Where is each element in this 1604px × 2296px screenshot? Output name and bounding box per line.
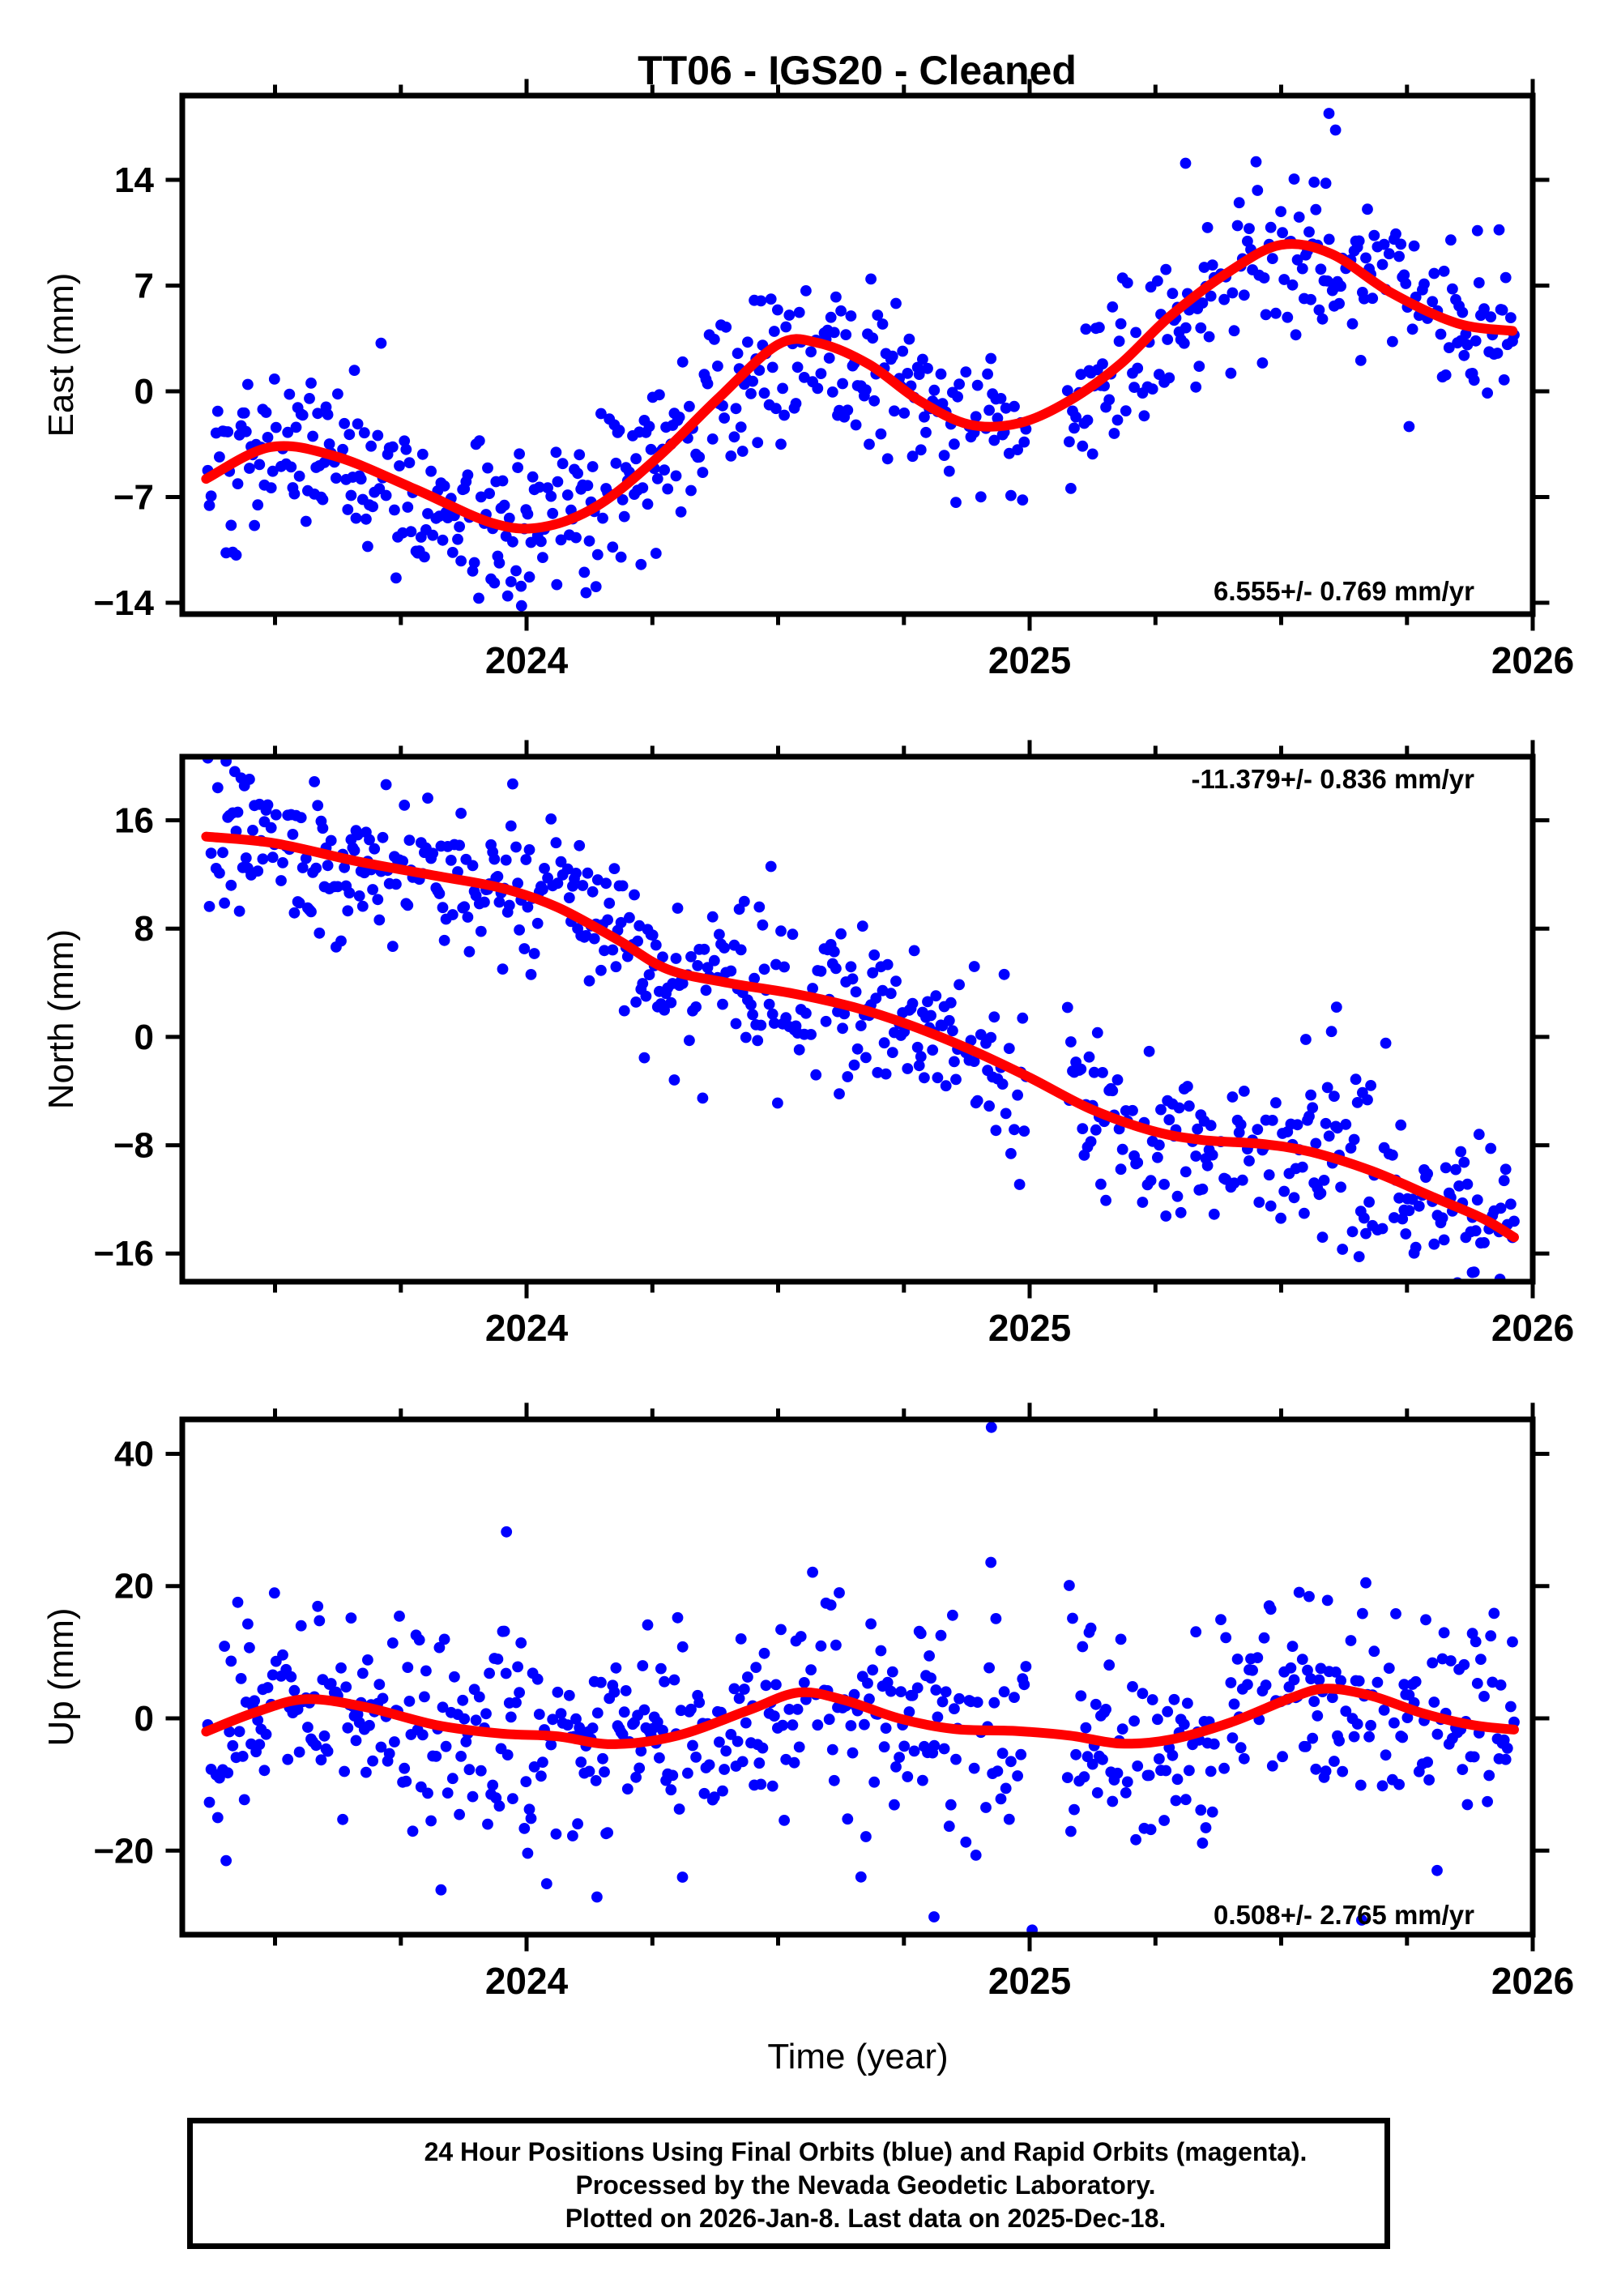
svg-text:14: 14 [114, 160, 154, 200]
north-velocity-annotation: -11.379+/- 0.836 mm/yr [1191, 764, 1475, 794]
north-x-tick-labels: 2024 2025 2026 [485, 1307, 1574, 1349]
page-title: TT06 - IGS20 - Cleaned [638, 48, 1077, 93]
svg-text:7: 7 [134, 267, 154, 306]
east-velocity-annotation: 6.555+/- 0.769 mm/yr [1214, 576, 1474, 606]
east-y-tick-labels: −14 −7 0 7 14 [93, 160, 154, 623]
svg-text:2024: 2024 [485, 1307, 569, 1349]
up-axis-ticks [165, 1402, 1550, 1952]
svg-text:−20: −20 [93, 1831, 154, 1871]
east-x-tick-labels: 2024 2025 2026 [485, 639, 1574, 681]
north-trend-line [201, 831, 1519, 1243]
up-y-tick-labels: −20 0 20 40 [93, 1435, 154, 1871]
up-scatter-points [202, 1421, 1520, 1935]
east-scatter-points [202, 108, 1520, 614]
footer-line-2: Processed by the Nevada Geodetic Laborat… [575, 2170, 1156, 2200]
svg-text:0: 0 [134, 372, 154, 412]
svg-text:2026: 2026 [1491, 639, 1574, 681]
east-trend-line [201, 239, 1518, 534]
svg-text:2025: 2025 [988, 1960, 1071, 2002]
footer-note-box: 24 Hour Positions Using Final Orbits (bl… [187, 2118, 1390, 2249]
x-axis-title: Time (year) [767, 2037, 949, 2076]
svg-text:8: 8 [134, 909, 154, 949]
east-plot-frame [179, 92, 1536, 617]
north-axis-title: North (mm) [41, 928, 81, 1110]
svg-text:−14: −14 [93, 583, 154, 623]
svg-text:20: 20 [114, 1567, 154, 1607]
svg-text:−7: −7 [113, 478, 154, 518]
svg-text:−8: −8 [113, 1126, 154, 1166]
east-axis-title: East (mm) [41, 272, 81, 437]
svg-text:2025: 2025 [988, 639, 1071, 681]
svg-text:2026: 2026 [1491, 1960, 1574, 2002]
up-axis-title: Up (mm) [41, 1607, 81, 1747]
up-trend-line [201, 1684, 1519, 1749]
svg-text:2026: 2026 [1491, 1307, 1574, 1349]
svg-text:2024: 2024 [485, 1960, 569, 2002]
north-axis-ticks [165, 740, 1550, 1299]
footer-line-3: Plotted on 2026-Jan-8. Last data on 2025… [565, 2204, 1167, 2233]
up-x-tick-labels: 2024 2025 2026 [485, 1960, 1574, 2002]
svg-text:2025: 2025 [988, 1307, 1071, 1349]
up-velocity-annotation: 0.508+/- 2.765 mm/yr [1214, 1900, 1474, 1930]
north-y-tick-labels: −16 −8 0 8 16 [93, 801, 154, 1274]
north-scatter-points [202, 757, 1520, 1282]
up-plot-frame [179, 1416, 1536, 1938]
footer-note-text: 24 Hour Positions Using Final Orbits (bl… [193, 2123, 1384, 2235]
east-axis-ticks [165, 79, 1550, 631]
footer-line-1: 24 Hour Positions Using Final Orbits (bl… [424, 2137, 1308, 2166]
svg-text:−16: −16 [93, 1234, 154, 1274]
svg-text:2024: 2024 [485, 639, 569, 681]
svg-text:0: 0 [134, 1699, 154, 1739]
svg-text:40: 40 [114, 1435, 154, 1474]
svg-text:16: 16 [114, 801, 154, 841]
north-plot-frame [179, 753, 1536, 1285]
svg-text:0: 0 [134, 1018, 154, 1057]
